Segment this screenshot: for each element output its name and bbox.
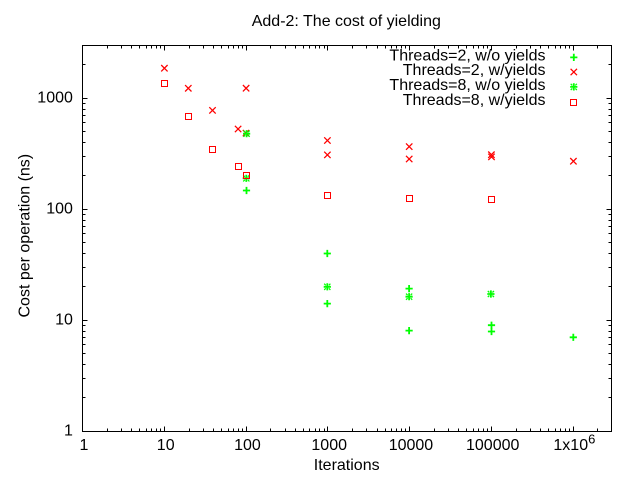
svg-text:100: 100 — [234, 437, 261, 454]
svg-text:10000: 10000 — [389, 437, 434, 454]
svg-text:10: 10 — [55, 312, 73, 329]
svg-text:Threads=8, w/o yields: Threads=8, w/o yields — [389, 77, 545, 94]
svg-text:100: 100 — [46, 201, 73, 218]
svg-text:Threads=2, w/yields: Threads=2, w/yields — [403, 62, 546, 79]
svg-text:1: 1 — [79, 437, 88, 454]
svg-text:1: 1 — [64, 423, 73, 440]
svg-text:10: 10 — [157, 437, 175, 454]
svg-text:1000: 1000 — [311, 437, 347, 454]
svg-text:Cost per operation (ns): Cost per operation (ns) — [17, 154, 34, 318]
svg-text:Threads=2, w/o yields: Threads=2, w/o yields — [389, 47, 545, 64]
svg-text:100000: 100000 — [466, 437, 519, 454]
svg-text:Iterations: Iterations — [314, 457, 380, 474]
svg-text:1x106: 1x106 — [553, 432, 595, 455]
svg-text:1000: 1000 — [37, 90, 73, 107]
svg-text:Add-2: The cost of yielding: Add-2: The cost of yielding — [252, 13, 441, 30]
svg-text:Threads=8, w/yields: Threads=8, w/yields — [403, 92, 546, 109]
